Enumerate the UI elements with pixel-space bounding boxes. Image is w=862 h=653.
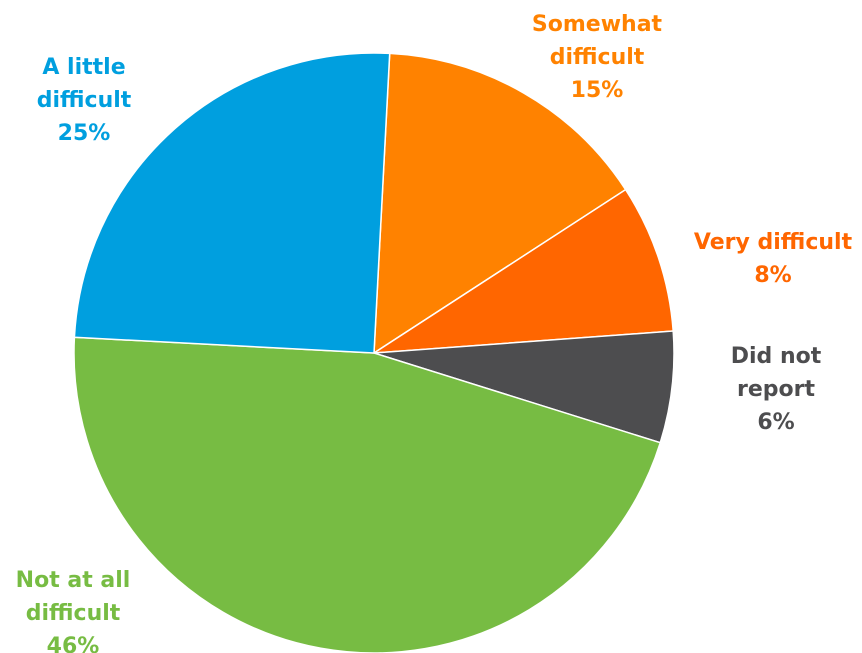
- pie-slices: [73, 52, 675, 653]
- slice-value-label: 15%: [571, 78, 624, 103]
- slice-label-not-at-all-difficult: Not at all difficult 46%: [16, 568, 131, 653]
- slice-name-line: Very difficult: [694, 230, 853, 255]
- slice-label-a-little-difficult: A little difficult 25%: [37, 55, 132, 146]
- slice-name-line: difficult: [37, 88, 132, 113]
- slice-name-line: Somewhat: [532, 12, 663, 37]
- pie-slice-a-little-difficult: [73, 52, 391, 354]
- slice-value-label: 6%: [757, 410, 794, 435]
- pie-slice-not-at-all-difficult: [73, 336, 662, 653]
- slice-value-label: 8%: [754, 263, 791, 288]
- slice-name-line: report: [737, 377, 815, 402]
- slice-label-did-not-report: Did not report 6%: [731, 344, 822, 435]
- pie-slice-very-difficult: [373, 188, 674, 354]
- slice-name-line: Did not: [731, 344, 822, 369]
- slice-label-very-difficult: Very difficult 8%: [694, 230, 853, 288]
- pie-slice-somewhat-difficult: [373, 52, 627, 355]
- slice-name-line: Not at all: [16, 568, 131, 593]
- slice-name-line: A little: [42, 55, 125, 80]
- slice-value-label: 25%: [58, 121, 111, 146]
- slice-label-somewhat-difficult: Somewhat difficult 15%: [532, 12, 663, 103]
- slice-name-line: difficult: [550, 45, 645, 70]
- slice-labels: Somewhat difficult 15% Very difficult 8% Did …: [16, 12, 853, 653]
- slice-value-label: 46%: [47, 634, 100, 653]
- slice-name-line: difficult: [26, 601, 121, 626]
